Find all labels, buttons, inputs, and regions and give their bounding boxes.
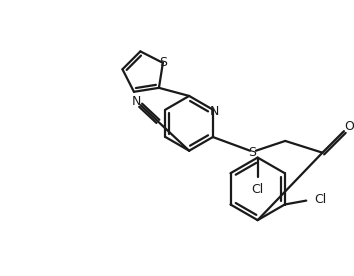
Text: Cl: Cl (251, 183, 264, 196)
Text: O: O (344, 120, 354, 133)
Text: N: N (210, 105, 219, 118)
Text: N: N (132, 95, 142, 108)
Text: S: S (159, 56, 167, 69)
Text: S: S (248, 146, 256, 159)
Text: Cl: Cl (314, 193, 326, 206)
